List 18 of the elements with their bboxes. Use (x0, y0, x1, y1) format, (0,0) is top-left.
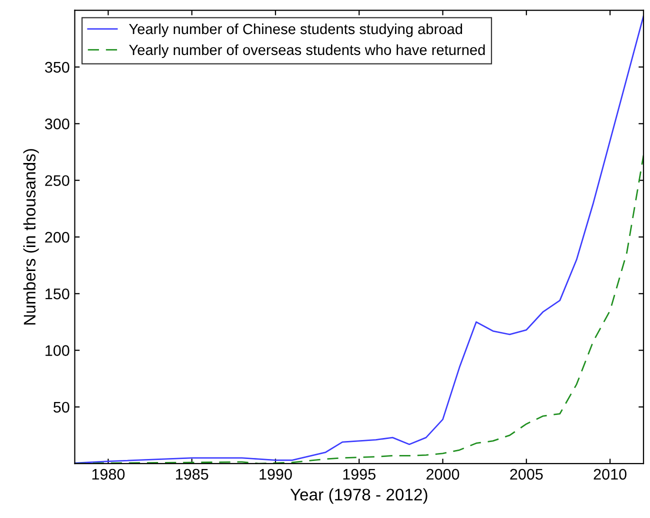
x-tick-label: 1995 (343, 468, 376, 480)
x-axis-title: Year (1978 - 2012) (290, 488, 428, 504)
y-tick-label: 300 (44, 118, 70, 130)
x-tick-label: 2010 (594, 468, 626, 480)
legend-label: Yearly number of Chinese students studying abroad (129, 23, 462, 38)
y-tick-label: 200 (45, 232, 70, 243)
x-tick-label: 2005 (510, 468, 543, 480)
x-tick-label: 1990 (260, 468, 292, 480)
y-tick-label: 350 (44, 62, 70, 73)
x-tick-label: 1980 (92, 468, 125, 480)
x-tick-label: 2000 (426, 468, 460, 480)
y-tick-label: 100 (46, 345, 70, 356)
y-tick-label: 250 (45, 175, 70, 186)
x-tick-label: 1985 (176, 468, 208, 480)
y-axis-title: Numbers (in thousands) (23, 149, 39, 325)
y-tick-label: 150 (46, 288, 70, 300)
y-tick-label: 50 (54, 402, 70, 413)
legend-label: Yearly number of overseas students who have returned (129, 44, 485, 58)
